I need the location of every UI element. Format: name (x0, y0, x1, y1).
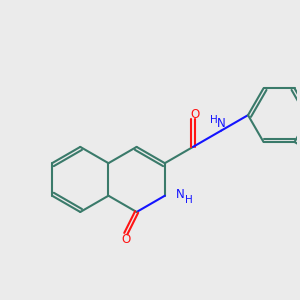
Text: H: H (210, 115, 217, 125)
Text: H: H (185, 195, 193, 206)
Text: O: O (121, 233, 130, 246)
Text: N: N (217, 117, 226, 130)
Text: N: N (176, 188, 184, 201)
Text: O: O (190, 108, 199, 121)
